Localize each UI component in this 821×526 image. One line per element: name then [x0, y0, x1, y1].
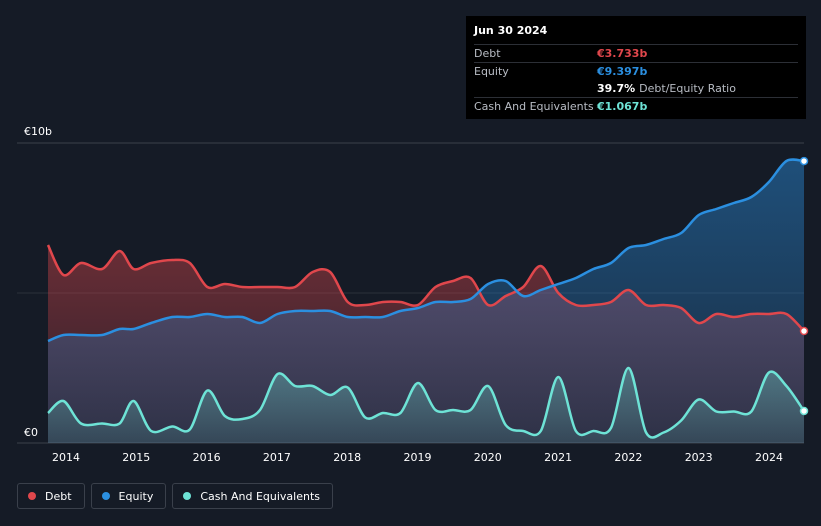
y-tick-label-bottom: €0: [24, 426, 38, 439]
legend-debt-label: Debt: [45, 489, 72, 503]
cash-dot-icon: [183, 492, 192, 500]
tooltip-cash-label: Cash And Equivalents: [474, 100, 594, 113]
cash-area: [48, 367, 804, 443]
tooltip-equity-label: Equity: [474, 65, 509, 78]
x-tick-label: 2023: [685, 451, 713, 464]
tooltip-cash-value: €1.067b: [597, 100, 648, 113]
legend-item-debt[interactable]: Debt: [17, 483, 85, 509]
equity-dot-icon: [101, 492, 110, 500]
cash-line: [47, 366, 806, 439]
tooltip-equity-value: €9.397b: [597, 65, 648, 78]
equity-line: [47, 158, 805, 343]
x-tick-label: 2016: [193, 451, 221, 464]
legend-equity-label: Equity: [118, 489, 154, 503]
tooltip-ratio-label: Debt/Equity Ratio: [639, 82, 736, 95]
equity-end-marker: [799, 156, 809, 166]
legend-item-cash[interactable]: Cash And Equivalents: [172, 483, 333, 509]
x-tick-label: 2020: [474, 451, 502, 464]
y-tick-label-top: €10b: [24, 125, 52, 138]
tooltip-date: Jun 30 2024: [474, 24, 548, 37]
tooltip-row-cash: Cash And Equivalents €1.067b: [474, 97, 798, 115]
x-tick-label: 2021: [544, 451, 572, 464]
legend-item-equity[interactable]: Equity: [90, 483, 167, 509]
debt-line: [46, 244, 805, 332]
tooltip-ratio-value: 39.7%: [597, 82, 636, 95]
debt-dot-icon: [28, 492, 36, 500]
tooltip-row-debt: Debt €3.733b: [474, 44, 798, 62]
x-tick-label: 2019: [404, 451, 432, 464]
chart-legend: Debt Equity Cash And Equivalents: [17, 483, 333, 509]
x-tick-label: 2015: [122, 451, 150, 464]
x-tick-label: 2017: [263, 451, 291, 464]
tooltip-debt-label: Debt: [474, 47, 501, 60]
x-tick-label: 2014: [52, 451, 80, 464]
x-tick-label: 2018: [333, 451, 361, 464]
tooltip-panel: Jun 30 2024 Debt €3.733b Equity €9.397b …: [466, 16, 806, 119]
debt-end-marker: [799, 326, 809, 336]
cash-end-marker: [799, 406, 809, 416]
tooltip-row-ratio: 39.7% Debt/Equity Ratio: [474, 80, 798, 97]
x-tick-label: 2024: [755, 451, 783, 464]
equity-area: [48, 159, 804, 443]
x-tick-label: 2022: [614, 451, 642, 464]
legend-cash-label: Cash And Equivalents: [200, 489, 320, 503]
tooltip-row-equity: Equity €9.397b: [474, 62, 798, 80]
tooltip-debt-value: €3.733b: [597, 47, 648, 60]
